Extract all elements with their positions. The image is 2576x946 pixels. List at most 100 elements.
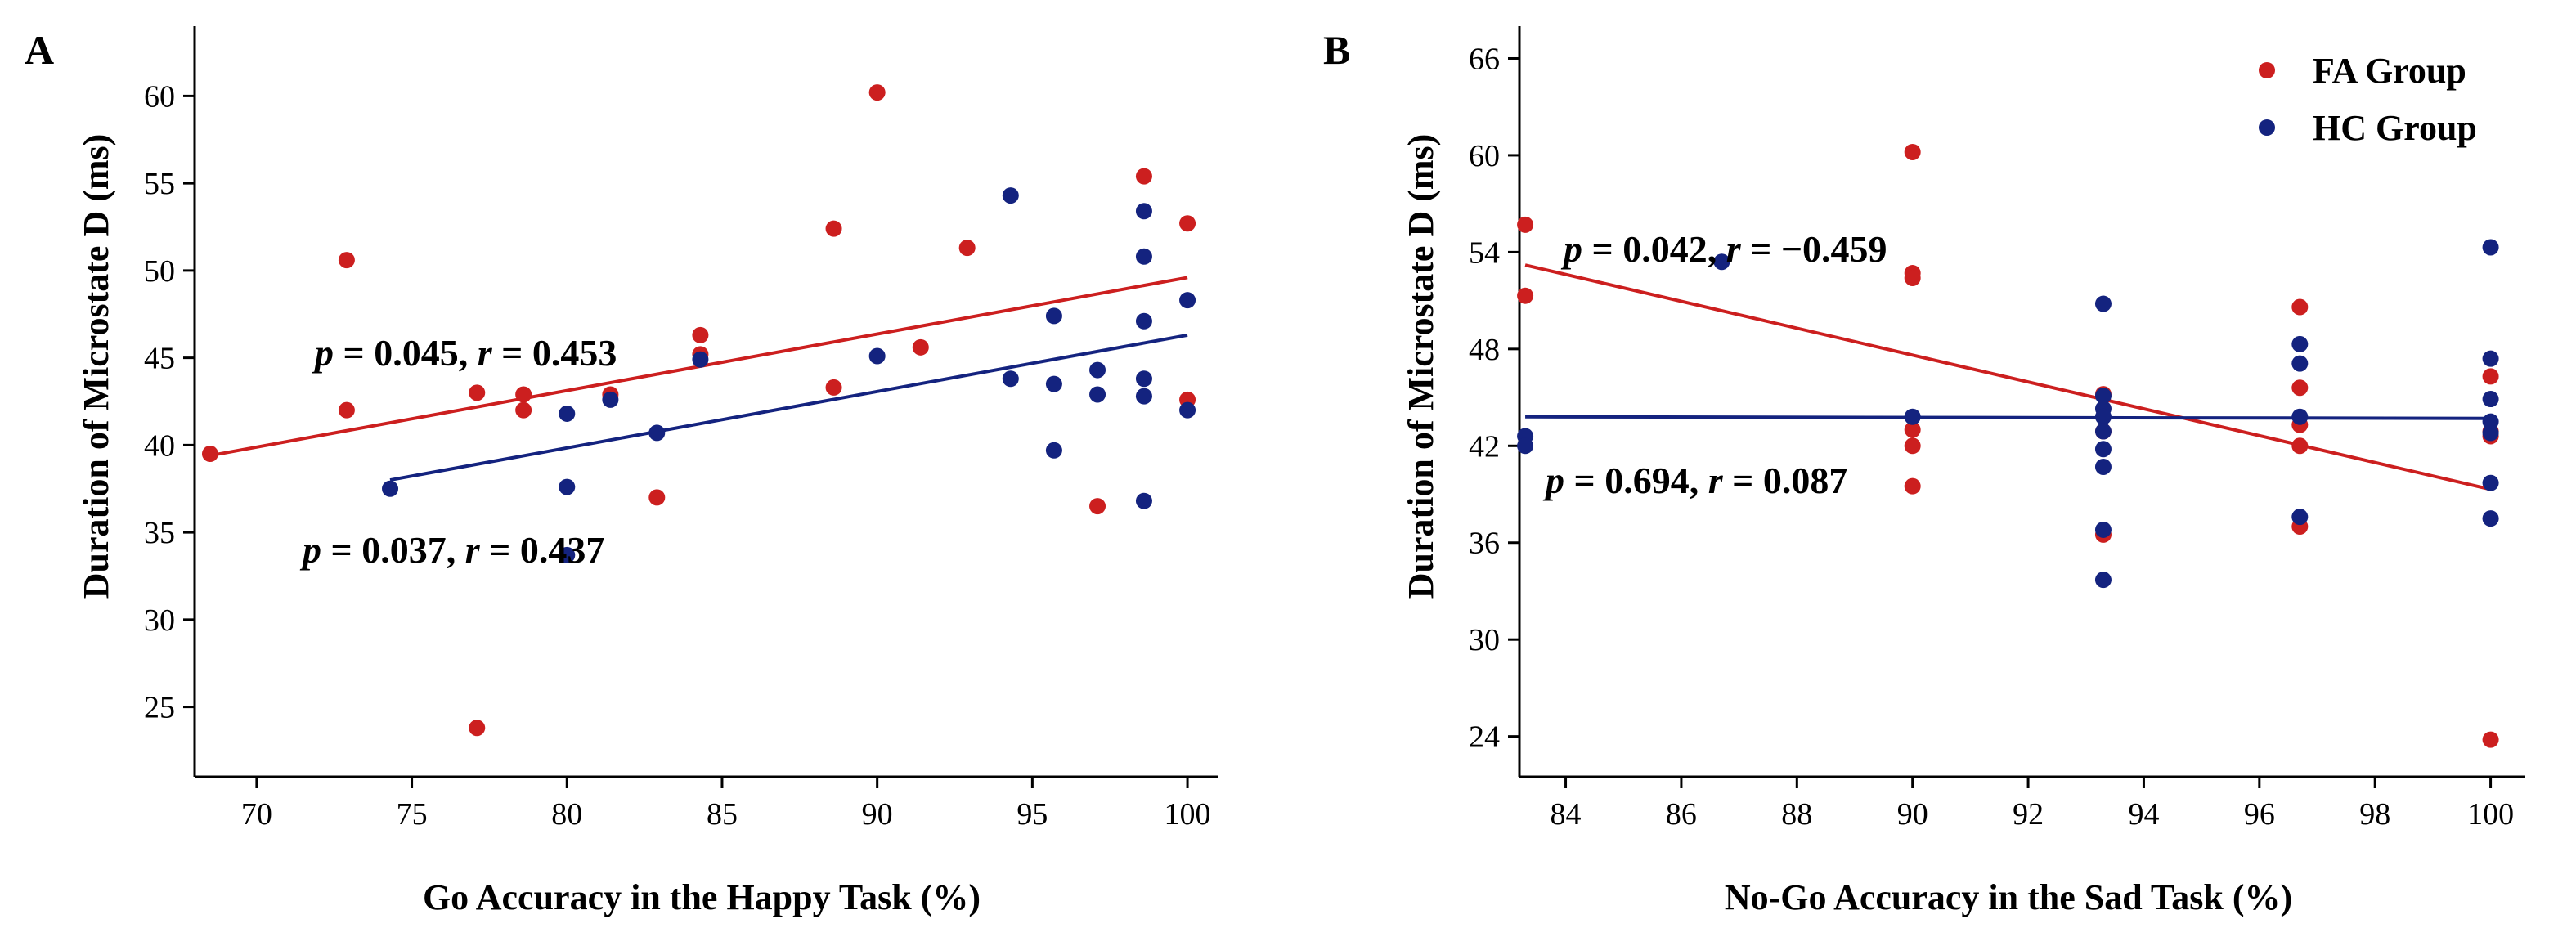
panel-b-point-hc xyxy=(2291,355,2309,372)
panel-b-point-fa xyxy=(1904,143,1921,160)
panel-a-hc-p-symbol: p xyxy=(299,529,321,571)
panel-a-x-tick-label: 80 xyxy=(551,797,582,832)
panel-b-point-fa xyxy=(2291,437,2309,455)
panel-a-point-hc xyxy=(1089,386,1106,403)
legend-fa-marker xyxy=(2259,62,2275,78)
panel-b-point-fa xyxy=(1904,421,1921,438)
panel-a-fa-r-symbol: r xyxy=(478,332,493,374)
panel-a-y-tick-label: 35 xyxy=(144,516,175,550)
panel-b-y-tick-label: 30 xyxy=(1469,623,1500,657)
panel-a-y-tick-label: 55 xyxy=(144,167,175,201)
panel-a-fa-p-value: = 0.045, xyxy=(334,332,478,374)
panel-a-hc-annotation: p = 0.037, r = 0.437 xyxy=(299,529,604,571)
panel-a: A 70 75 80 85 90 95 100 25 30 35 40 45 50 55 60 Go Acc… xyxy=(25,26,1218,917)
panel-b-fit-lines xyxy=(1524,263,2492,491)
panel-b-hc-annotation: p = 0.694, r = 0.087 xyxy=(1542,460,1847,501)
legend-fa-label: FA Group xyxy=(2313,51,2466,91)
panel-a-point-fa xyxy=(201,446,218,463)
panel-b-y-axis-label: Duration of Microstate D (ms) xyxy=(1401,134,1441,599)
panel-b-point-hc xyxy=(2482,413,2499,430)
panel-a-y-tick-label: 25 xyxy=(144,691,175,725)
panel-b-points xyxy=(1517,143,2499,748)
panel-a-point-hc xyxy=(1045,442,1062,459)
panel-a-point-hc xyxy=(1179,292,1196,309)
panel-b-point-fa xyxy=(2291,298,2309,316)
panel-b-point-fa xyxy=(1904,477,1921,495)
panel-b-point-hc xyxy=(2291,509,2309,526)
panel-b-x-tick-label: 86 xyxy=(1666,797,1697,832)
panel-b-point-hc xyxy=(1517,437,1534,455)
panel-b-point-hc xyxy=(2482,424,2499,442)
panel-a-point-fa xyxy=(692,326,709,343)
panel-b-x-axis-label: No-Go Accuracy in the Sad Task (%) xyxy=(1725,877,2292,917)
panel-letter-a: A xyxy=(25,27,54,73)
panel-b-point-hc xyxy=(2094,423,2112,440)
panel-a-y-axis-label: Duration of Microstate D (ms) xyxy=(76,134,116,599)
panel-a-point-hc xyxy=(648,424,666,442)
legend-hc-label: HC Group xyxy=(2313,108,2477,148)
panel-b-fa-p-symbol: p xyxy=(1560,228,1582,270)
legend: FA Group HC Group xyxy=(2259,51,2477,148)
panel-a-point-fa xyxy=(648,489,666,506)
panel-letter-b: B xyxy=(1323,27,1350,73)
panel-a-point-fa xyxy=(868,84,886,101)
panel-b-fa-r-value: = −0.459 xyxy=(1741,228,1887,270)
panel-a-point-fa xyxy=(338,252,355,269)
panel-b-x-tick-label: 96 xyxy=(2244,797,2275,832)
legend-hc-marker xyxy=(2259,119,2275,136)
panel-a-point-hc xyxy=(1002,370,1019,388)
panel-b-point-hc xyxy=(2094,441,2112,458)
panel-b-fit-line-hc xyxy=(1525,415,2491,420)
panel-b-point-fa xyxy=(1517,216,1534,233)
panel-a-point-fa xyxy=(1135,168,1152,185)
panel-a-point-fa xyxy=(958,240,976,257)
panel-a-point-hc xyxy=(1002,187,1019,204)
panel-a-x-tick-label: 100 xyxy=(1165,797,1211,832)
panel-a-point-hc xyxy=(1135,492,1152,509)
panel-a-fa-annotation: p = 0.045, r = 0.453 xyxy=(312,332,617,374)
panel-b-y-tick-label: 24 xyxy=(1469,720,1500,755)
panel-b-y-tick-label: 60 xyxy=(1469,139,1500,173)
panel-b-point-hc xyxy=(2291,408,2309,425)
panel-a-point-hc xyxy=(559,405,576,422)
panel-a-point-hc xyxy=(1045,307,1062,325)
panel-b-point-hc xyxy=(2094,408,2112,425)
panel-a-points xyxy=(201,84,1196,737)
panel-b-point-fa xyxy=(2291,379,2309,397)
panel-a-point-hc xyxy=(1135,370,1152,388)
panel-a-point-fa xyxy=(338,401,355,419)
panel-b-y-tick-label: 42 xyxy=(1469,429,1500,464)
panel-a-point-hc xyxy=(1135,203,1152,220)
panel-b-point-fa xyxy=(1904,437,1921,455)
panel-a-point-hc xyxy=(868,347,886,365)
panel-a-point-hc xyxy=(692,351,709,368)
panel-a-x-tick-label: 90 xyxy=(862,797,893,832)
panel-b-point-hc xyxy=(2482,350,2499,367)
panel-a-point-fa xyxy=(825,379,842,396)
panel-b-x-tick-label: 90 xyxy=(1897,797,1928,832)
panel-a-point-fa xyxy=(1089,498,1106,515)
panel-a-x-tick-label: 70 xyxy=(241,797,272,832)
panel-a-point-fa xyxy=(1179,215,1196,232)
panel-b-point-hc xyxy=(2482,391,2499,408)
panel-b-point-hc xyxy=(2094,295,2112,312)
panel-b-point-fa xyxy=(1904,269,1921,286)
panel-b-fa-r-symbol: r xyxy=(1726,228,1742,270)
panel-b-fit-line-fa xyxy=(1524,263,2492,491)
panel-a-point-hc xyxy=(382,480,399,497)
panel-b-x-tick-label: 100 xyxy=(2467,797,2514,832)
panel-b-hc-p-value: = 0.694, xyxy=(1564,460,1708,501)
panel-b-point-hc xyxy=(2094,521,2112,538)
panel-b-x-tick-label: 88 xyxy=(1781,797,1812,832)
panel-a-y-tick-label: 50 xyxy=(144,254,175,289)
panel-b-point-hc xyxy=(2291,335,2309,352)
panel-a-axes: 70 75 80 85 90 95 100 25 30 35 40 45 50 55 60 xyxy=(144,26,1218,832)
panel-a-y-tick-label: 45 xyxy=(144,342,175,376)
panel-b-x-tick-label: 92 xyxy=(2013,797,2044,832)
panel-b-y-tick-label: 48 xyxy=(1469,333,1500,367)
panel-a-y-tick-label: 60 xyxy=(144,79,175,114)
panel-a-fit-line-hc xyxy=(389,333,1188,482)
panel-a-point-fa xyxy=(469,384,486,401)
panel-b-y-tick-label: 66 xyxy=(1469,42,1500,76)
panel-a-point-fa xyxy=(912,338,929,356)
